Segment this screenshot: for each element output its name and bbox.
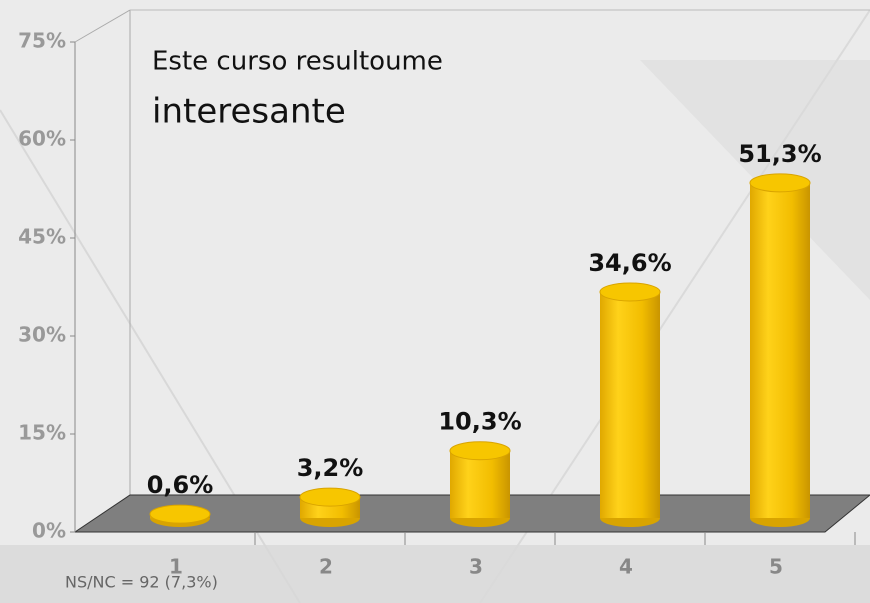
bar-top <box>599 282 661 302</box>
y-tick-label: 45% <box>18 225 66 249</box>
bar-top <box>299 487 361 507</box>
bar-top <box>449 441 511 461</box>
x-tick-label: 2 <box>319 555 333 579</box>
value-label: 51,3% <box>738 140 821 168</box>
value-label: 34,6% <box>588 249 671 277</box>
x-tick-label: 5 <box>769 555 783 579</box>
x-tick-label: 3 <box>469 555 483 579</box>
bar <box>600 291 660 518</box>
chart-subtitle: interesante <box>152 92 346 132</box>
y-tick-label: 30% <box>18 323 66 347</box>
value-label: 0,6% <box>147 471 214 499</box>
footer-band <box>0 545 870 603</box>
bar <box>750 182 810 518</box>
value-label: 3,2% <box>297 454 364 482</box>
bar-top <box>749 173 811 193</box>
chart-title: Este curso resultoume <box>152 47 443 77</box>
x-tick-label: 1 <box>169 555 183 579</box>
y-tick-label: 0% <box>32 519 66 543</box>
x-tick-label: 4 <box>619 555 633 579</box>
annotation: NS/NC = 92 (7,3%) <box>65 573 218 592</box>
y-tick-label: 75% <box>18 29 66 53</box>
bar-top <box>149 504 211 524</box>
y-tick-label: 15% <box>18 421 66 445</box>
value-label: 10,3% <box>438 408 521 436</box>
y-tick-label: 60% <box>18 127 66 151</box>
bar <box>450 450 510 518</box>
axis-edge <box>74 9 131 43</box>
